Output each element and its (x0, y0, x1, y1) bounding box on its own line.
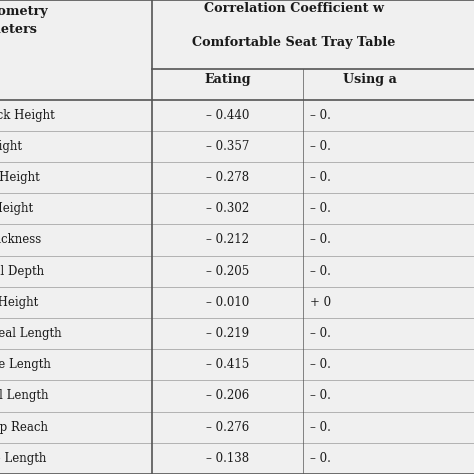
Text: bow Height: bow Height (0, 202, 34, 215)
Text: – 0.440: – 0.440 (206, 109, 249, 122)
Text: k Heel Length: k Heel Length (0, 390, 49, 402)
Text: – 0.: – 0. (310, 358, 331, 371)
Text: – 0.205: – 0.205 (206, 264, 249, 278)
Text: ominal Depth: ominal Depth (0, 264, 45, 278)
Text: – 0.276: – 0.276 (206, 421, 249, 434)
Text: – 0.: – 0. (310, 264, 331, 278)
Text: Buttock Height: Buttock Height (0, 109, 55, 122)
Text: – 0.: – 0. (310, 202, 331, 215)
Text: Eating: Eating (204, 73, 251, 86)
Text: ulder Height: ulder Height (0, 171, 40, 184)
Text: hropometry
arameters: hropometry arameters (0, 5, 48, 36)
Text: Popliteal Length: Popliteal Length (0, 327, 62, 340)
Text: – 0.: – 0. (310, 171, 331, 184)
Text: – 0.219: – 0.219 (206, 327, 249, 340)
Text: ye Height: ye Height (0, 140, 22, 153)
Text: – 0.010: – 0.010 (206, 296, 249, 309)
Text: – 0.278: – 0.278 (206, 171, 249, 184)
Text: + 0: + 0 (310, 296, 332, 309)
Text: rd Grip Reach: rd Grip Reach (0, 421, 48, 434)
Text: – 0.212: – 0.212 (206, 234, 249, 246)
Text: Using a: Using a (343, 73, 397, 86)
Text: – 0.: – 0. (310, 327, 331, 340)
Text: liteal Height: liteal Height (0, 296, 39, 309)
Text: – 0.: – 0. (310, 452, 331, 465)
Text: Comfortable Seat Tray Table: Comfortable Seat Tray Table (192, 36, 396, 48)
Text: – 0.206: – 0.206 (206, 390, 249, 402)
Text: v Grip Length: v Grip Length (0, 452, 47, 465)
Text: – 0.357: – 0.357 (206, 140, 249, 153)
Text: Correlation Coefficient w: Correlation Coefficient w (204, 2, 384, 15)
Text: ch Thickness: ch Thickness (0, 234, 42, 246)
Text: – 0.302: – 0.302 (206, 202, 249, 215)
Text: – 0.138: – 0.138 (206, 452, 249, 465)
Text: – 0.: – 0. (310, 109, 331, 122)
Text: – 0.: – 0. (310, 421, 331, 434)
Text: – 0.415: – 0.415 (206, 358, 249, 371)
Text: k Knee Length: k Knee Length (0, 358, 51, 371)
Text: – 0.: – 0. (310, 390, 331, 402)
Text: – 0.: – 0. (310, 234, 331, 246)
Text: – 0.: – 0. (310, 140, 331, 153)
